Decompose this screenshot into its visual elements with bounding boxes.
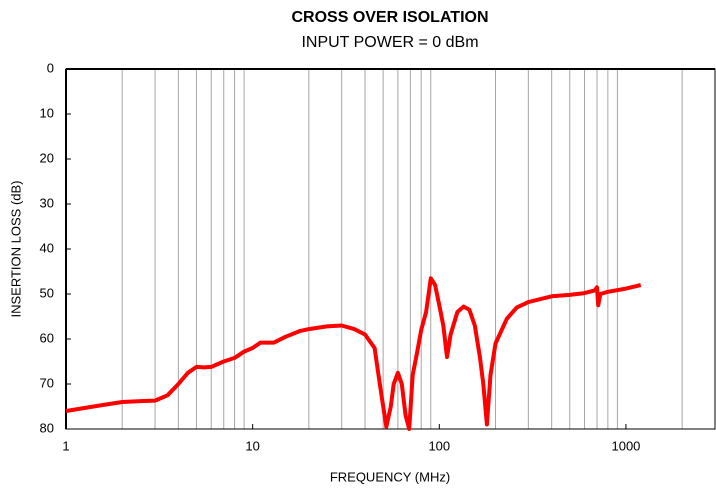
y-tick-label: 70: [40, 375, 54, 390]
y-tick-label: 80: [40, 420, 54, 435]
y-axis-label: INSERTION LOSS (dB): [8, 180, 23, 317]
x-tick-label: 1000: [611, 438, 640, 453]
x-axis-label: FREQUENCY (MHz): [330, 469, 450, 484]
x-tick-label: 1: [62, 438, 69, 453]
y-tick-label: 20: [40, 150, 54, 165]
y-tick-label: 60: [40, 330, 54, 345]
x-tick-label: 100: [428, 438, 450, 453]
x-tick-label: 10: [245, 438, 259, 453]
y-tick-label: 30: [40, 195, 54, 210]
y-tick-label: 10: [40, 105, 54, 120]
y-tick-label: 40: [40, 240, 54, 255]
y-tick-label: 50: [40, 285, 54, 300]
chart-subtitle: INPUT POWER = 0 dBm: [301, 34, 478, 51]
y-tick-label: 0: [47, 60, 54, 75]
chart-title: CROSS OVER ISOLATION: [291, 9, 488, 26]
data-line: [65, 276, 642, 431]
